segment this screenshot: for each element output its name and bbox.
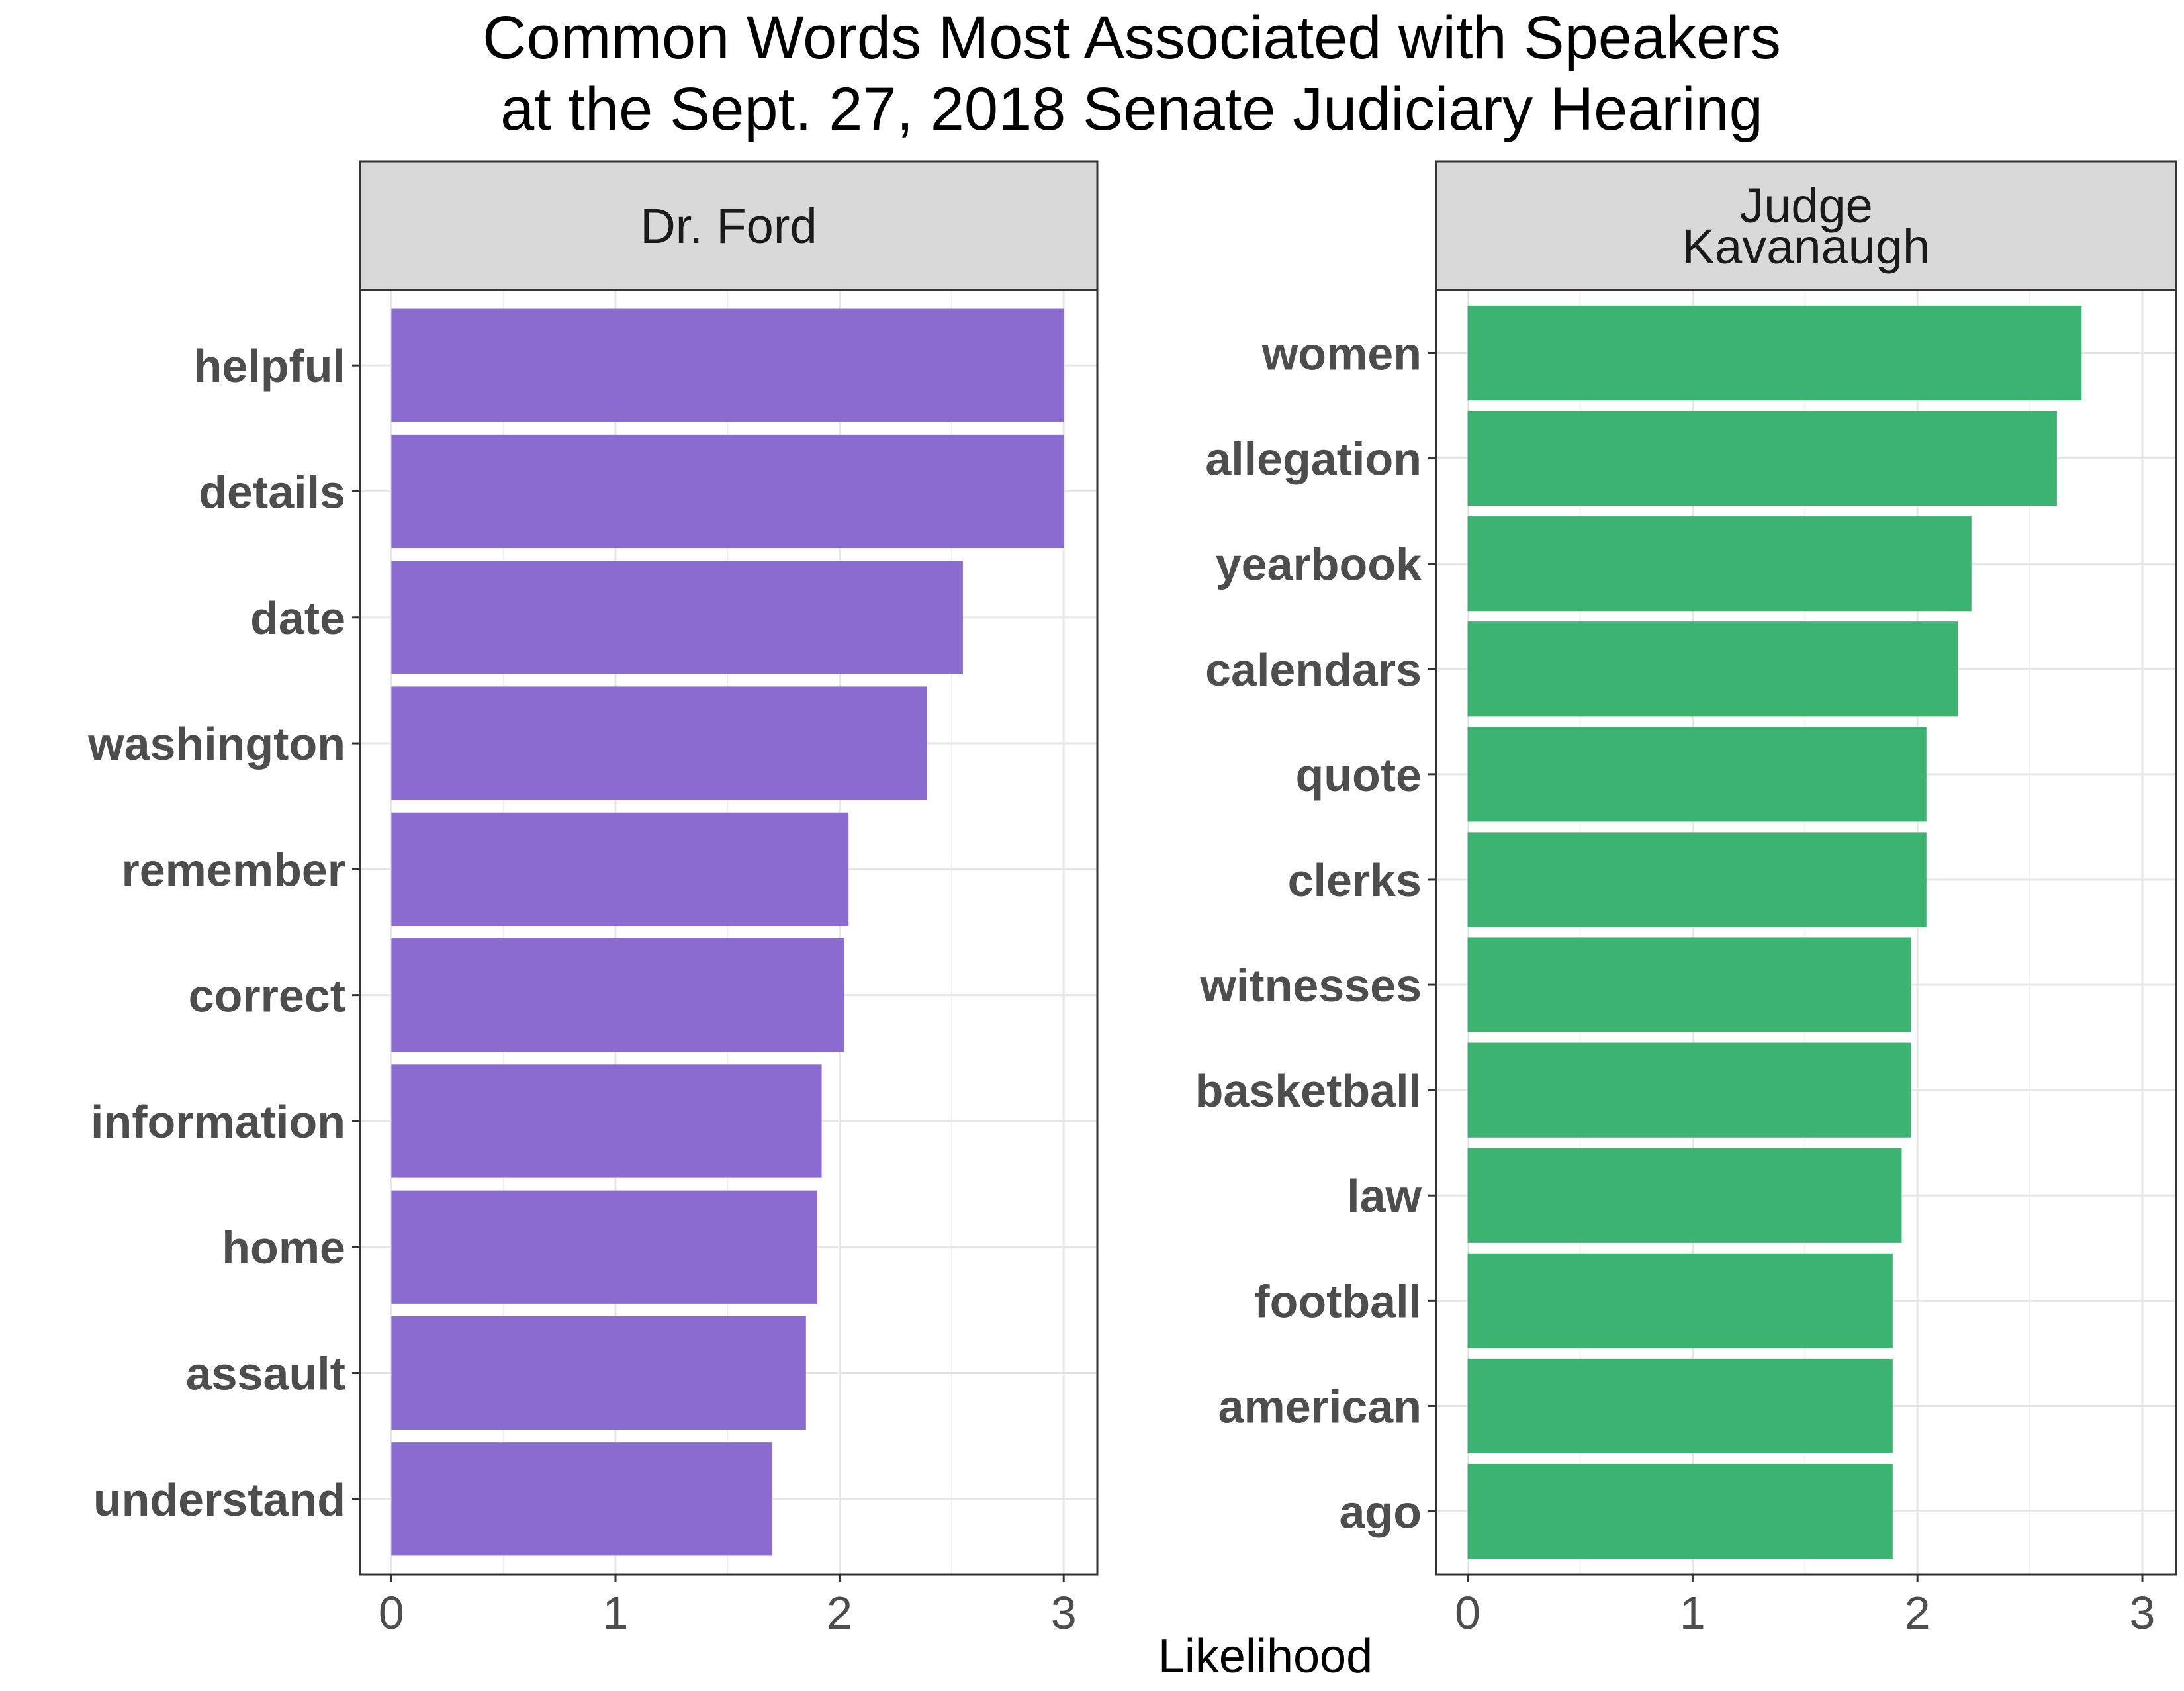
y-tick-label: remember (121, 844, 345, 895)
x-tick-label: 1 (1680, 1587, 1706, 1639)
x-tick-label: 3 (1051, 1587, 1077, 1639)
bar-witnesses (1467, 937, 1911, 1032)
y-tick-label: basketball (1195, 1065, 1422, 1117)
bar-football (1467, 1253, 1893, 1348)
panel-strip-label: Dr. Ford (640, 199, 817, 253)
panel-strip (1435, 160, 2177, 291)
bar-home (391, 1190, 817, 1304)
bar-basketball (1467, 1042, 1911, 1138)
y-tick-label: helpful (194, 340, 345, 392)
x-axis-label: Likelihood (1158, 1630, 1373, 1683)
bar-yearbook (1467, 516, 1972, 612)
bar-calendars (1467, 621, 1958, 717)
x-tick-label: 3 (2130, 1587, 2156, 1639)
x-tick-label: 0 (379, 1587, 404, 1639)
y-tick-label: law (1347, 1170, 1422, 1222)
bar-details (391, 434, 1064, 549)
bar-american (1467, 1358, 1893, 1454)
chart-subtitle: at the Sept. 27, 2018 Senate Judiciary H… (500, 75, 1763, 143)
bar-helpful (391, 308, 1064, 422)
x-tick-label: 0 (1455, 1587, 1480, 1639)
y-tick-label: details (199, 466, 345, 518)
y-tick-label: ago (1340, 1486, 1422, 1538)
y-tick-label: assault (186, 1348, 345, 1400)
y-tick-label: yearbook (1216, 539, 1422, 590)
bar-date (391, 561, 963, 674)
y-tick-label: understand (93, 1474, 345, 1526)
bar-ago (1467, 1463, 1893, 1559)
bar-washington (391, 686, 927, 800)
y-tick-label: date (250, 592, 345, 644)
y-tick-label: correct (189, 970, 345, 1022)
bar-information (391, 1064, 822, 1178)
x-tick-label: 2 (827, 1587, 852, 1639)
x-tick-label: 1 (603, 1587, 629, 1639)
chart-title: Common Words Most Associated with Speake… (482, 4, 1781, 71)
y-tick-label: allegation (1205, 434, 1422, 485)
bar-clerks (1467, 832, 1927, 927)
y-tick-label: football (1254, 1275, 1422, 1327)
bar-correct (391, 938, 844, 1052)
panel-strip-label: Judge (1739, 178, 1873, 233)
bar-allegation (1467, 410, 2057, 506)
bar-remember (391, 812, 849, 926)
bar-understand (391, 1442, 773, 1556)
y-tick-label: information (91, 1096, 345, 1148)
bar-women (1467, 305, 2082, 401)
y-tick-label: american (1218, 1381, 1422, 1432)
panel-strip (359, 160, 1099, 291)
y-tick-label: clerks (1288, 854, 1422, 906)
bar-assault (391, 1316, 806, 1430)
panel-0: Dr. Ford helpful details date washington reme… (87, 160, 1099, 1639)
y-tick-label: quote (1295, 749, 1422, 801)
y-tick-label: women (1261, 328, 1422, 379)
bar-quote (1467, 727, 1927, 822)
y-tick-label: witnesses (1199, 960, 1422, 1011)
bar-law (1467, 1148, 1902, 1243)
x-tick-label: 2 (1905, 1587, 1931, 1639)
y-tick-label: washington (87, 718, 345, 770)
y-tick-label: calendars (1205, 644, 1422, 696)
panel-strip-label: Kavanaugh (1682, 219, 1930, 274)
y-tick-label: home (222, 1222, 345, 1273)
